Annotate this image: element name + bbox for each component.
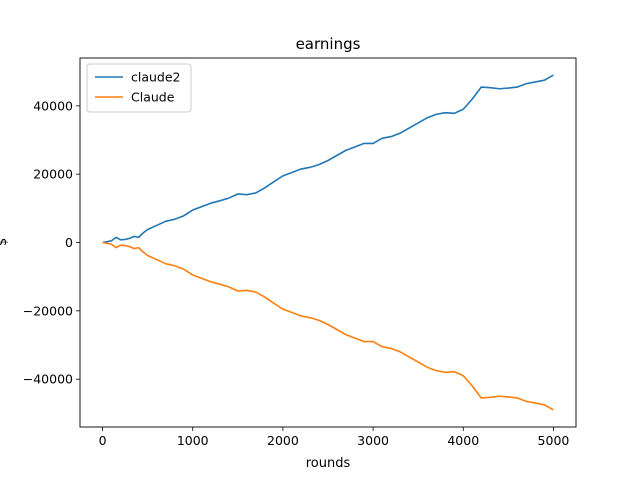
y-tick-label: 40000 <box>33 98 73 113</box>
plot-area-frame <box>79 57 577 428</box>
series-line-claude2 <box>102 74 554 244</box>
x-axis-label: rounds <box>306 456 351 471</box>
legend-box <box>86 63 192 113</box>
series-line-claude <box>102 241 554 411</box>
legend-label-claude: Claude <box>131 90 175 105</box>
legend-label-claude2: claude2 <box>131 70 181 85</box>
x-tick-label: 5000 <box>538 433 570 448</box>
y-tick-label: −40000 <box>23 372 73 387</box>
x-tick-label: 2000 <box>267 433 299 448</box>
y-axis-label: $ <box>0 238 10 246</box>
legend: claude2 Claude <box>86 63 192 113</box>
x-tick-label: 4000 <box>447 433 479 448</box>
x-tick-label: 0 <box>99 433 107 448</box>
y-tick-label: 0 <box>65 235 73 250</box>
chart-title: earnings <box>296 35 361 53</box>
x-tick-label: 3000 <box>357 433 389 448</box>
y-tick-label: −20000 <box>23 303 73 318</box>
y-tick-label: 20000 <box>33 167 73 182</box>
x-tick-label: 1000 <box>177 433 209 448</box>
